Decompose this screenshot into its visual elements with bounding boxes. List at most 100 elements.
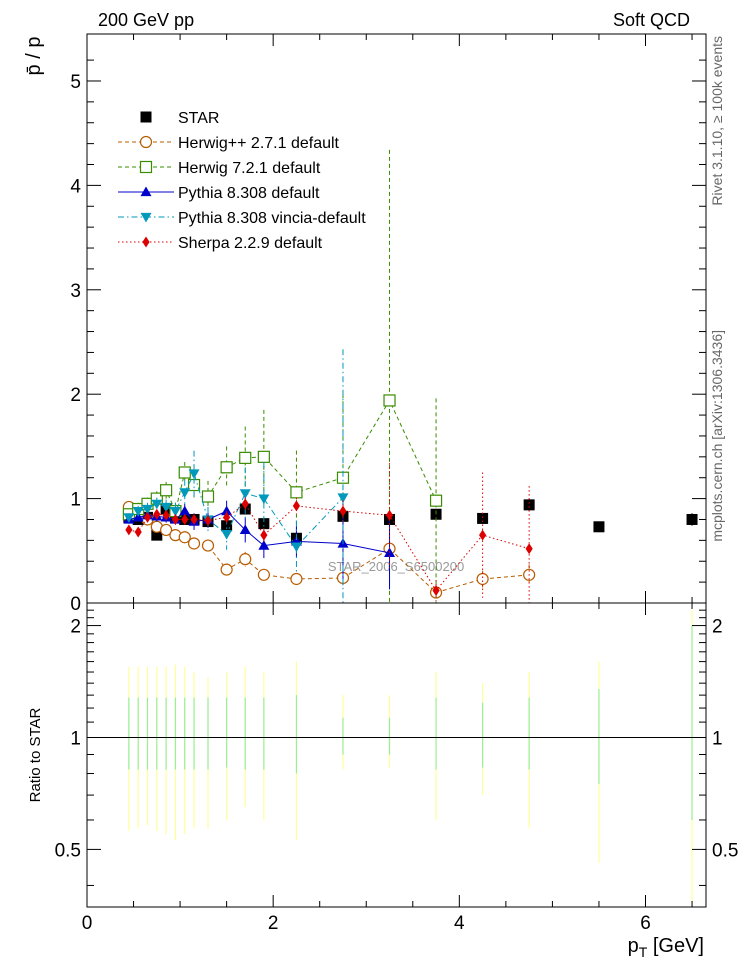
ratio-plot-frame [86, 602, 707, 908]
legend-item-sherpa: Sherpa 2.2.9 default [118, 235, 323, 252]
data-point-vincia [258, 494, 270, 505]
x-tick-label: 6 [640, 913, 651, 934]
data-point-herwig7 [383, 394, 396, 407]
x-tick-label: 2 [268, 913, 279, 934]
data-point-sherpa [171, 513, 180, 525]
line-herwig7 [128, 399, 437, 515]
data-point-herwig7 [160, 484, 173, 497]
main-y-tick-label: 0 [70, 594, 81, 615]
legend-marker-herwig7 [139, 160, 153, 174]
ratio-y-axis-title: Ratio to STAR [27, 707, 44, 802]
data-point-sherpa [292, 500, 301, 512]
legend-item-vincia: Pythia 8.308 vincia-default [118, 210, 366, 227]
data-point-herwigpp [290, 572, 303, 586]
data-point-vincia [160, 502, 172, 513]
legend-marker-vincia [140, 212, 152, 223]
analysis-watermark: STAR_2006_S6500200 [328, 559, 464, 574]
data-point-herwig7 [429, 494, 443, 507]
data-point-sherpa [223, 511, 231, 523]
main-y-tick-label: 1 [70, 490, 81, 511]
ratio-y-tick-label: 1 [70, 728, 81, 749]
data-point-sherpa [181, 513, 189, 525]
header-process-label: Soft QCD [613, 10, 690, 30]
data-point-sherpa [143, 511, 152, 523]
data-point-sherpa [162, 509, 170, 521]
data-point-herwigpp [160, 523, 173, 537]
legend-marker-pythia [140, 186, 152, 197]
mcplots-label: mcplots.cern.ch [arXiv:1306.3436] [709, 330, 725, 542]
data-point-vincia [169, 506, 181, 517]
data-point-herwig7 [220, 461, 233, 474]
data-point-pythia [132, 511, 144, 522]
legend: STAR Herwig++ 2.7.1 default Herwig 7.2.1 d… [118, 110, 366, 252]
main-y-tick-label: 5 [70, 72, 81, 93]
data-point-sherpa [125, 524, 133, 536]
ratio-y-tick-label: 0.5 [55, 840, 81, 861]
data-point-sherpa [432, 584, 440, 596]
legend-label-herwigpp: Herwig++ 2.7.1 default [178, 135, 340, 152]
data-point-vincia [132, 506, 144, 517]
line-herwigpp [128, 506, 530, 594]
data-point-sherpa [134, 526, 142, 538]
data-point-vincia [337, 493, 349, 504]
legend-label-pythia: Pythia 8.308 default [178, 185, 320, 202]
legend-item-star: STAR [140, 110, 219, 127]
data-point-herwig7 [257, 450, 270, 463]
series-sherpa [125, 463, 533, 603]
data-point-herwigpp [220, 563, 233, 576]
data-point-herwigpp [178, 531, 191, 544]
data-point-herwig7 [201, 490, 215, 503]
data-point-pythia [179, 505, 191, 516]
data-point-vincia [188, 469, 200, 480]
data-point-sherpa [479, 529, 487, 541]
header-energy-label: 200 GeV pp [98, 10, 194, 30]
legend-item-pythia: Pythia 8.308 default [118, 185, 320, 202]
main-y-tick-label: 4 [70, 176, 81, 197]
data-point-herwigpp [187, 537, 201, 550]
x-tick-label: 0 [82, 913, 93, 934]
data-point-star [221, 520, 233, 532]
data-point-herwigpp [201, 539, 215, 552]
data-point-sherpa [260, 529, 268, 541]
data-point-sherpa [385, 509, 394, 521]
data-point-herwig7 [290, 486, 303, 499]
data-point-vincia [239, 489, 251, 499]
data-point-pythia [239, 524, 251, 535]
data-point-star [593, 521, 605, 533]
ratio-y-tick-label-right: 1 [712, 728, 723, 749]
main-y-tick-label: 2 [70, 385, 81, 406]
data-point-pythia [221, 505, 233, 516]
data-point-herwigpp [476, 572, 489, 586]
ratio-y-tick-label-right: 0.5 [712, 840, 738, 861]
data-point-star [686, 513, 698, 525]
data-point-sherpa [241, 498, 249, 510]
legend-label-star: STAR [178, 110, 219, 127]
data-point-vincia [179, 488, 191, 498]
ratio-uncertainty-bands [87, 610, 706, 907]
legend-item-herwig7: Herwig 7.2.1 default [118, 160, 321, 177]
legend-marker-sherpa [142, 236, 150, 248]
data-point-star [477, 512, 489, 524]
main-y-tick-label: 3 [70, 281, 81, 302]
data-point-vincia [290, 542, 302, 553]
data-point-sherpa [153, 508, 161, 520]
data-point-vincia [151, 499, 163, 510]
data-point-star [258, 518, 270, 530]
data-point-vincia [142, 504, 154, 515]
data-point-star [523, 499, 535, 511]
data-point-sherpa [204, 515, 212, 527]
data-point-star [151, 529, 163, 541]
data-point-sherpa [339, 505, 347, 517]
series-vincia [123, 349, 349, 603]
legend-label-herwig7: Herwig 7.2.1 default [178, 160, 321, 177]
data-point-herwig7 [239, 451, 252, 464]
rivet-version-label: Rivet 3.1.10, ≥ 100k events [709, 36, 725, 206]
main-y-axis-title: p̄ / p [23, 37, 45, 76]
x-tick-label: 4 [454, 913, 465, 934]
x-axis-title: pT [GeV] [628, 935, 704, 960]
data-point-vincia [123, 513, 135, 523]
data-point-pythia [258, 540, 270, 550]
data-point-herwigpp [257, 568, 270, 581]
